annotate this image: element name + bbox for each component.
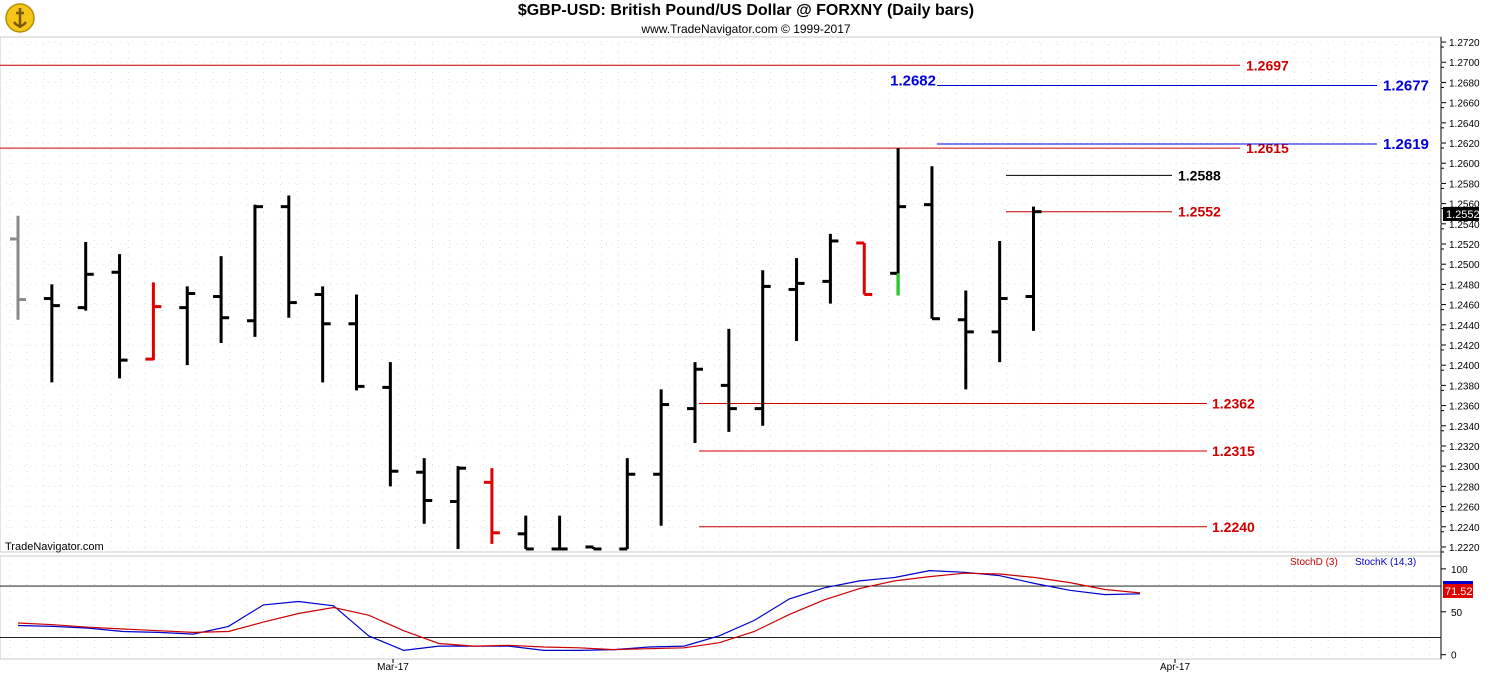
price-tick-label: 1.2500 xyxy=(1449,260,1480,271)
horizontal-grid xyxy=(0,41,1441,548)
price-tick-label: 1.2660 xyxy=(1449,99,1480,110)
price-level-label: 1.2697 xyxy=(1246,57,1289,73)
price-tick-label: 1.2340 xyxy=(1449,422,1480,433)
copyright-line: www.TradeNavigator.com © 1999-2017 xyxy=(641,22,851,36)
price-levels: 1.2697 1.2615 1.2682 1.2677 1.2619 1.2588 1.25… xyxy=(0,57,1429,535)
price-tick-label: 1.2620 xyxy=(1449,139,1480,150)
x-axis-tick-label: Mar-17 xyxy=(377,662,409,673)
last-price-box xyxy=(1443,207,1479,221)
price-tick-label: 1.2480 xyxy=(1449,280,1480,291)
legend-stochd: StochD (3) xyxy=(1290,557,1338,568)
price-tick-label: 1.2220 xyxy=(1449,543,1480,554)
last-price-label: 1.2552 xyxy=(1446,209,1480,221)
price-tick-label: 1.2540 xyxy=(1449,220,1480,231)
stoch-tick-label: 100 xyxy=(1451,565,1468,576)
stoch-panel-frame xyxy=(0,555,1442,660)
price-tick-label: 1.2280 xyxy=(1449,482,1480,493)
price-tick-label: 1.2380 xyxy=(1449,381,1480,392)
price-tick-label: 1.2440 xyxy=(1449,321,1480,332)
price-level-label: 1.2315 xyxy=(1212,443,1255,459)
price-tick-label: 1.2640 xyxy=(1449,119,1480,130)
last-stoch-box xyxy=(1443,584,1473,598)
price-tick-label: 1.2720 xyxy=(1449,38,1480,49)
ohlc-bars xyxy=(10,148,1042,551)
price-tick-label: 1.2360 xyxy=(1449,402,1480,413)
stochastic-panel: 0 50 100 xyxy=(0,565,1468,662)
last-price-marker: 1.2552 xyxy=(1443,207,1480,221)
price-tick-label: 1.2240 xyxy=(1449,523,1480,534)
price-tick-label: 1.2680 xyxy=(1449,78,1480,89)
last-stoch-marker: 71.52 xyxy=(1443,581,1473,598)
price-tick-label: 1.2400 xyxy=(1449,361,1480,372)
price-tick-label: 1.2700 xyxy=(1449,58,1480,69)
price-level-label: 1.2362 xyxy=(1212,396,1255,412)
watermark: TradeNavigator.com xyxy=(5,541,104,553)
price-level-label: 1.2240 xyxy=(1212,519,1255,535)
price-level-label: 1.2619 xyxy=(1383,136,1429,153)
price-level-label: 1.2682 xyxy=(890,72,936,89)
trade-navigator-logo xyxy=(5,3,35,33)
last-stoch-label: 71.52 xyxy=(1445,586,1473,598)
price-level-label: 1.2615 xyxy=(1246,140,1289,156)
stoch-tick-label: 50 xyxy=(1451,608,1463,619)
price-level-label: 1.2552 xyxy=(1178,204,1221,220)
x-axis-tick-label: Apr-17 xyxy=(1160,662,1190,673)
chart-title: $GBP-USD: British Pound/US Dollar @ FORX… xyxy=(517,2,975,19)
price-tick-label: 1.2560 xyxy=(1449,200,1480,211)
x-axis: Mar-17 Apr-17 xyxy=(377,659,1190,673)
price-level-label: 1.2588 xyxy=(1178,167,1221,183)
price-tick-label: 1.2320 xyxy=(1449,442,1480,453)
price-tick-label: 1.2580 xyxy=(1449,179,1480,190)
price-tick-label: 1.2520 xyxy=(1449,240,1480,251)
stoch-tick-label: 0 xyxy=(1451,651,1457,662)
price-axis: 1.2220 1.2240 1.2260 1.2280 1.2300 1.2320 1.23… xyxy=(1441,38,1480,554)
price-tick-label: 1.2260 xyxy=(1449,503,1480,514)
legend-stochk: StochK (14,3) xyxy=(1355,557,1416,568)
price-panel-frame xyxy=(0,36,1442,553)
price-level-label: 1.2677 xyxy=(1383,77,1429,94)
price-tick-label: 1.2300 xyxy=(1449,462,1480,473)
last-stoch-bluebar xyxy=(1443,581,1473,584)
stoch-series-line xyxy=(17,572,1141,651)
price-tick-label: 1.2420 xyxy=(1449,341,1480,352)
price-tick-label: 1.2460 xyxy=(1449,301,1480,312)
price-tick-label: 1.2600 xyxy=(1449,159,1480,170)
